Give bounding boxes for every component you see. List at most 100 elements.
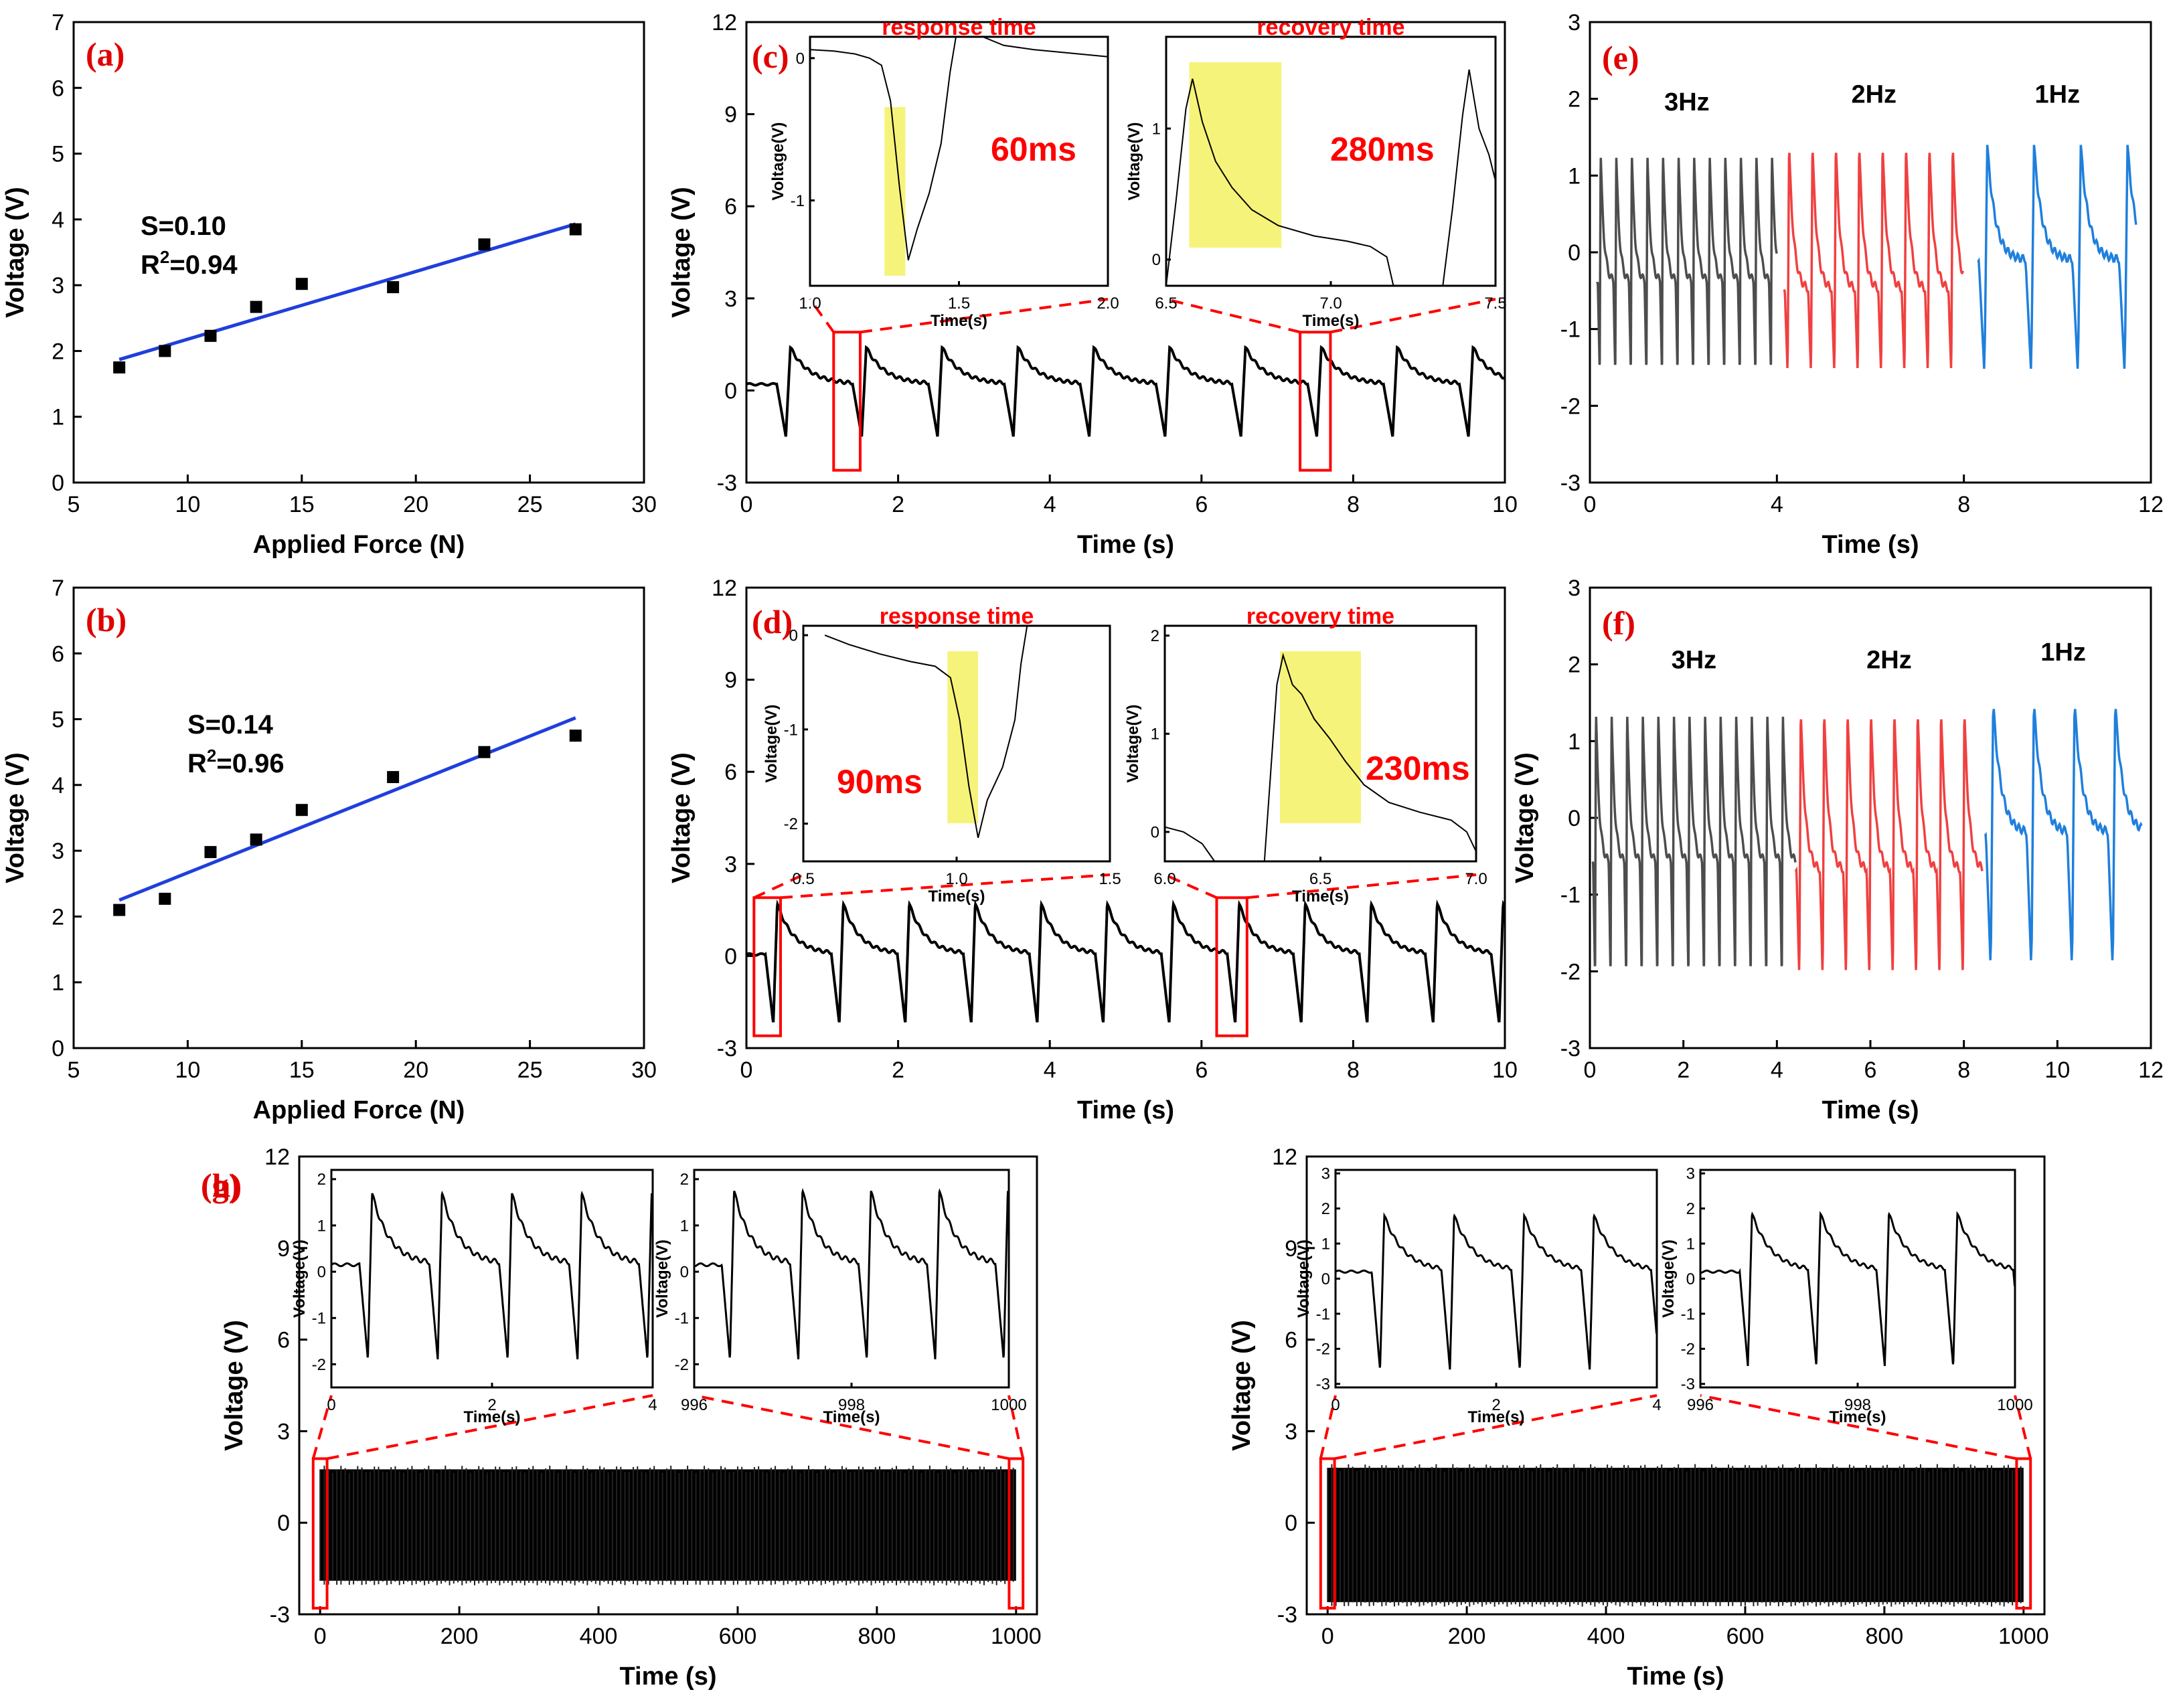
y-tick-label: 1 bbox=[1568, 729, 1581, 754]
y-tick-label: 0 bbox=[680, 1264, 689, 1282]
panel-label: (d) bbox=[752, 603, 793, 640]
y-tick-label: 6 bbox=[52, 76, 64, 101]
data-point bbox=[113, 361, 126, 373]
y-tick-label: 1 bbox=[1568, 163, 1581, 189]
time-label: 60ms bbox=[991, 131, 1076, 168]
x-tick-label: 10 bbox=[1492, 492, 1518, 517]
data-point bbox=[478, 238, 491, 251]
y-tick-label: 0 bbox=[1568, 240, 1581, 266]
inset-curve bbox=[1700, 1211, 2016, 1367]
x-tick-label: 6.5 bbox=[1309, 870, 1331, 888]
inset-title: recovery time bbox=[1257, 15, 1404, 40]
x-tick-label: 8 bbox=[1957, 492, 1970, 517]
panel-label: (e) bbox=[1602, 39, 1639, 76]
fit-line bbox=[118, 222, 576, 361]
y-tick-label: 0 bbox=[724, 944, 737, 969]
y-tick-label: 1 bbox=[1321, 1235, 1330, 1253]
y-tick-label: 3 bbox=[1686, 1165, 1695, 1183]
x-tick-label: 8 bbox=[1347, 492, 1360, 517]
time-label: 90ms bbox=[837, 763, 922, 800]
data-point bbox=[295, 278, 308, 290]
time-label: 230ms bbox=[1366, 750, 1470, 787]
x-tick-label: 15 bbox=[289, 1057, 315, 1083]
x-tick-label: 2.0 bbox=[1097, 294, 1119, 313]
x-tick-label: 20 bbox=[403, 492, 428, 517]
x-tick-label: 998 bbox=[1844, 1396, 1871, 1414]
x-axis-title: Time (s) bbox=[1077, 531, 1174, 559]
series-2Hz bbox=[1794, 719, 1984, 970]
x-tick-label: 996 bbox=[1687, 1396, 1714, 1414]
x-tick-label: 4 bbox=[1771, 1057, 1783, 1083]
inset-g-2: 996 998 1000 -2 -1 0 1 2 Time(s) Voltage(V) bbox=[653, 1169, 1027, 1426]
y-tick-label: -1 bbox=[1681, 1305, 1695, 1323]
y-tick-label: 1 bbox=[52, 970, 64, 996]
data-point bbox=[478, 746, 491, 758]
x-axis-title: Time(s) bbox=[1303, 312, 1360, 330]
panel-label: (g) bbox=[201, 1167, 240, 1204]
y-axis-title: Voltage(V) bbox=[653, 1240, 671, 1318]
x-axis-title: Applied Force (N) bbox=[253, 1096, 465, 1124]
y-axis-title: Voltage(V) bbox=[769, 122, 787, 201]
series-1Hz bbox=[1977, 145, 2137, 369]
x-tick-label: 400 bbox=[580, 1624, 618, 1649]
inset-curve bbox=[694, 1187, 1010, 1360]
x-tick-label: 0.5 bbox=[792, 870, 814, 888]
y-tick-label: 1 bbox=[52, 405, 64, 430]
y-tick-label: 7 bbox=[52, 10, 64, 35]
inset-curve bbox=[824, 625, 1028, 839]
x-axis-title: Time (s) bbox=[1822, 531, 1919, 559]
zoom-box bbox=[1007, 1457, 1025, 1610]
x-tick-label: 7.0 bbox=[1319, 294, 1342, 313]
zoom-box bbox=[832, 331, 862, 472]
y-tick-label: -1 bbox=[1316, 1305, 1330, 1323]
inset-curve bbox=[982, 36, 1109, 58]
x-axis-title: Time(s) bbox=[1830, 1408, 1886, 1426]
series-label: 1Hz bbox=[2040, 638, 2086, 667]
y-tick-label: 3 bbox=[1568, 576, 1581, 601]
time-highlight bbox=[1280, 651, 1361, 823]
zoom-connector bbox=[1246, 873, 1477, 900]
y-tick-label: 9 bbox=[1285, 1236, 1297, 1262]
inset-bg bbox=[1336, 1170, 1657, 1387]
y-tick-label: 0 bbox=[1321, 1270, 1330, 1288]
zoom-connector bbox=[1164, 873, 1218, 900]
y-tick-label: 3 bbox=[724, 852, 737, 877]
x-tick-label: 1.0 bbox=[799, 294, 821, 313]
x-tick-label: 4 bbox=[1044, 1057, 1056, 1083]
y-axis-title: Voltage(V) bbox=[1660, 1240, 1678, 1318]
x-tick-label: 2 bbox=[1677, 1057, 1690, 1083]
y-tick-label: 0 bbox=[1285, 1511, 1297, 1536]
zoom-connector bbox=[1334, 1394, 1658, 1460]
y-tick-label: 7 bbox=[52, 576, 64, 601]
r2-annotation: R2=0.96 bbox=[187, 746, 285, 778]
inset-d-1: 0.5 1.0 1.5 -2 -1 0 Time(s) Voltage(V) response … bbox=[762, 604, 1121, 906]
data-point bbox=[295, 804, 308, 817]
x-axis-title: Time (s) bbox=[1822, 1096, 1919, 1124]
inset-curve bbox=[1165, 78, 1394, 286]
zoom-connector bbox=[1700, 1394, 2017, 1460]
y-tick-label: -3 bbox=[1681, 1375, 1695, 1393]
y-axis-title: Voltage (V) bbox=[1228, 1320, 1256, 1451]
y-axis-title: Voltage (V) bbox=[667, 752, 696, 883]
y-tick-label: 2 bbox=[52, 904, 64, 930]
inset-title: response time bbox=[880, 604, 1034, 629]
x-tick-label: 1000 bbox=[1997, 1396, 2032, 1414]
x-tick-label: 0 bbox=[1584, 492, 1597, 517]
x-axis-title: Time(s) bbox=[1292, 887, 1349, 906]
data-point bbox=[387, 771, 400, 784]
series-2Hz bbox=[1783, 153, 1965, 369]
zoom-connector bbox=[1165, 298, 1301, 334]
y-axis-title: Voltage(V) bbox=[1125, 122, 1143, 201]
x-tick-label: 10 bbox=[2044, 1057, 2070, 1083]
y-tick-label: 2 bbox=[1568, 653, 1581, 678]
x-tick-label: 2 bbox=[892, 492, 904, 517]
y-tick-label: 12 bbox=[1272, 1144, 1297, 1170]
plot-frame bbox=[72, 21, 645, 484]
x-tick-label: 6.0 bbox=[1153, 870, 1176, 888]
x-axis-title: Time(s) bbox=[823, 1408, 880, 1426]
y-tick-label: 0 bbox=[1686, 1270, 1695, 1288]
